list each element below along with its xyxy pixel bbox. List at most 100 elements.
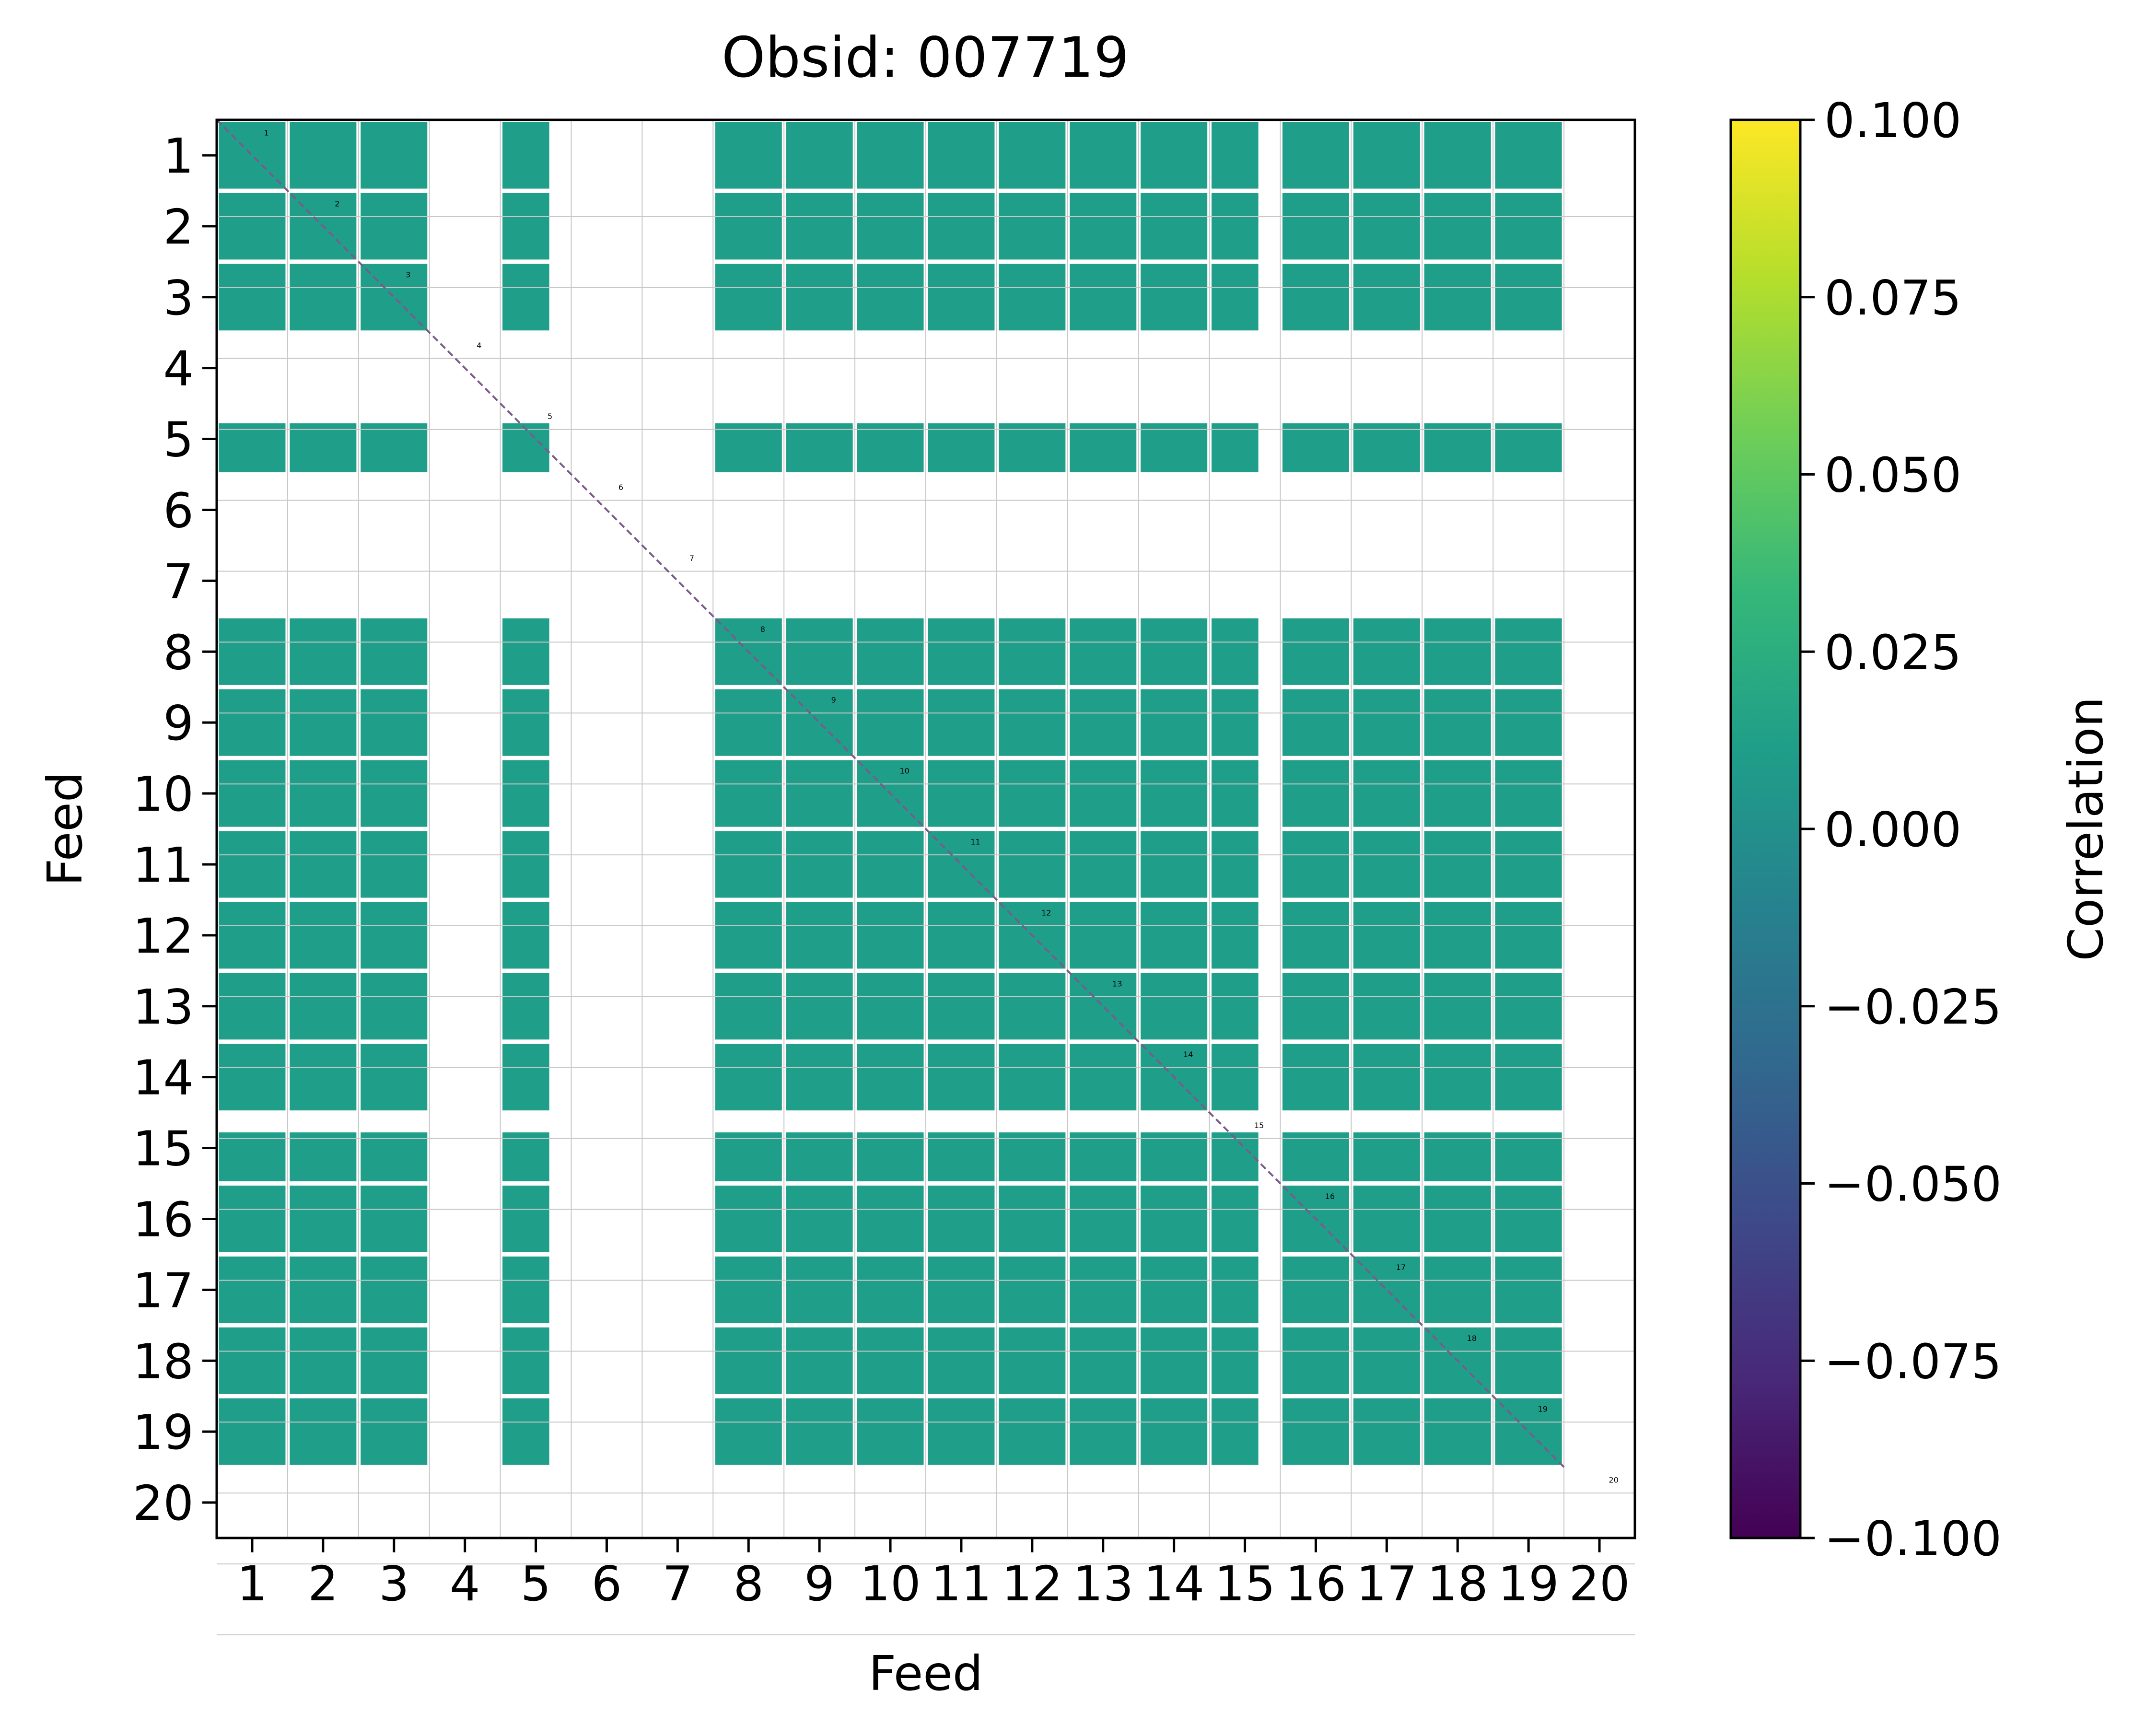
heatmap-cell bbox=[1495, 193, 1562, 260]
heatmap-cell bbox=[715, 902, 782, 969]
heatmap-cell bbox=[999, 1185, 1066, 1252]
heatmap-cell bbox=[1212, 689, 1259, 756]
heatmap-cell bbox=[361, 264, 428, 331]
heatmap-cell bbox=[290, 1044, 357, 1111]
colorbar-tick-label: −0.050 bbox=[1824, 1156, 2002, 1212]
heatmap-cell bbox=[999, 1256, 1066, 1323]
heatmap-cell bbox=[1495, 122, 1562, 189]
heatmap-cell bbox=[502, 1398, 549, 1465]
y-tick-label: 12 bbox=[133, 908, 194, 964]
heatmap-cell bbox=[1141, 264, 1208, 331]
heatmap-cell bbox=[219, 1398, 286, 1465]
heatmap-cell bbox=[1282, 618, 1349, 685]
heatmap-cell bbox=[1070, 1132, 1137, 1182]
y-tick-label: 18 bbox=[133, 1333, 194, 1389]
heatmap-cell bbox=[1353, 973, 1420, 1040]
heatmap-cell bbox=[1353, 1256, 1420, 1323]
y-tick-label: 16 bbox=[133, 1191, 194, 1247]
heatmap-cell bbox=[219, 122, 286, 189]
heatmap-cell bbox=[928, 973, 995, 1040]
heatmap-cell bbox=[1353, 423, 1420, 473]
colorbar-tick-label: 0.050 bbox=[1824, 447, 1961, 503]
diagonal-label: 18 bbox=[1467, 1334, 1477, 1343]
heatmap-cell bbox=[1424, 1132, 1491, 1182]
heatmap-cell bbox=[219, 1327, 286, 1394]
x-tick-label: 19 bbox=[1498, 1556, 1559, 1612]
diagonal-line bbox=[216, 119, 1565, 1468]
heatmap-cell bbox=[1282, 902, 1349, 969]
heatmap-cell bbox=[1070, 831, 1137, 898]
heatmap-cell bbox=[1424, 264, 1491, 331]
heatmap-cell bbox=[857, 1327, 924, 1394]
heatmap-cell bbox=[786, 1398, 853, 1465]
heatmap-cell bbox=[1353, 1044, 1420, 1111]
heatmap-cell bbox=[290, 423, 357, 473]
x-tick-label: 8 bbox=[733, 1556, 764, 1612]
diagonal-label: 11 bbox=[970, 838, 980, 847]
plot-frame bbox=[215, 118, 1636, 1539]
heatmap-cell bbox=[290, 1398, 357, 1465]
heatmap-cell bbox=[1495, 1256, 1562, 1323]
heatmap-cell bbox=[857, 1256, 924, 1323]
colorbar-tick-label: 0.100 bbox=[1824, 93, 1961, 149]
heatmap-cell bbox=[361, 1044, 428, 1111]
heatmap-cell bbox=[219, 1256, 286, 1323]
heatmap-cell bbox=[219, 1185, 286, 1252]
heatmap-cell bbox=[715, 760, 782, 827]
heatmap-cell bbox=[1212, 264, 1259, 331]
heatmap-cell bbox=[715, 1044, 782, 1111]
heatmap-cell bbox=[361, 122, 428, 189]
heatmap-cell bbox=[502, 193, 549, 260]
heatmap-cell bbox=[290, 1185, 357, 1252]
heatmap-cell bbox=[290, 1132, 357, 1182]
heatmap-cell bbox=[928, 1327, 995, 1394]
heatmap-cell bbox=[1212, 1327, 1259, 1394]
heatmap-cell bbox=[999, 760, 1066, 827]
heatmap-cell bbox=[1141, 1327, 1208, 1394]
heatmap-cell bbox=[1070, 1185, 1137, 1252]
heatmap-cell bbox=[999, 689, 1066, 756]
heatmap-cell bbox=[857, 1185, 924, 1252]
heatmap-cell bbox=[1141, 689, 1208, 756]
diagonal-label: 7 bbox=[689, 554, 694, 563]
heatmap-cell bbox=[1070, 1256, 1137, 1323]
heatmap-cell bbox=[1424, 1185, 1491, 1252]
diagonal-label: 14 bbox=[1183, 1050, 1193, 1059]
heatmap-cell bbox=[502, 1044, 549, 1111]
diagonal-label: 1 bbox=[264, 128, 268, 138]
heatmap-cell bbox=[857, 423, 924, 473]
heatmap-cell bbox=[928, 618, 995, 685]
heatmap-cell bbox=[1282, 1132, 1349, 1182]
heatmap-cell bbox=[219, 831, 286, 898]
y-tick-label: 13 bbox=[133, 979, 194, 1035]
heatmap-cell bbox=[361, 831, 428, 898]
y-tick-label: 9 bbox=[163, 695, 194, 751]
heatmap-cell bbox=[1141, 122, 1208, 189]
heatmap-cell bbox=[1353, 902, 1420, 969]
heatmap-cell bbox=[219, 973, 286, 1040]
x-tick-label: 1 bbox=[237, 1556, 268, 1612]
heatmap-cell bbox=[1212, 760, 1259, 827]
heatmap-cell bbox=[786, 122, 853, 189]
heatmap-cell bbox=[290, 902, 357, 969]
x-tick-label: 10 bbox=[860, 1556, 921, 1612]
heatmap-cell bbox=[857, 689, 924, 756]
heatmap-cell bbox=[1282, 1398, 1349, 1465]
heatmap-cell bbox=[928, 1398, 995, 1465]
heatmap-cell bbox=[1495, 264, 1562, 331]
heatmap-cell bbox=[502, 902, 549, 969]
heatmap-cell bbox=[1424, 122, 1491, 189]
diagonal-label: 13 bbox=[1112, 979, 1122, 988]
heatmap-cell bbox=[219, 902, 286, 969]
heatmap-cell bbox=[1282, 973, 1349, 1040]
colorbar-tick-label: 0.000 bbox=[1824, 802, 1961, 858]
heatmap-cell bbox=[1070, 193, 1137, 260]
heatmap-cell bbox=[786, 1044, 853, 1111]
heatmap-cell bbox=[290, 1256, 357, 1323]
heatmap-cell bbox=[1212, 193, 1259, 260]
heatmap-cell bbox=[999, 831, 1066, 898]
heatmap-cell bbox=[1141, 1132, 1208, 1182]
heatmap-cell bbox=[786, 1132, 853, 1182]
